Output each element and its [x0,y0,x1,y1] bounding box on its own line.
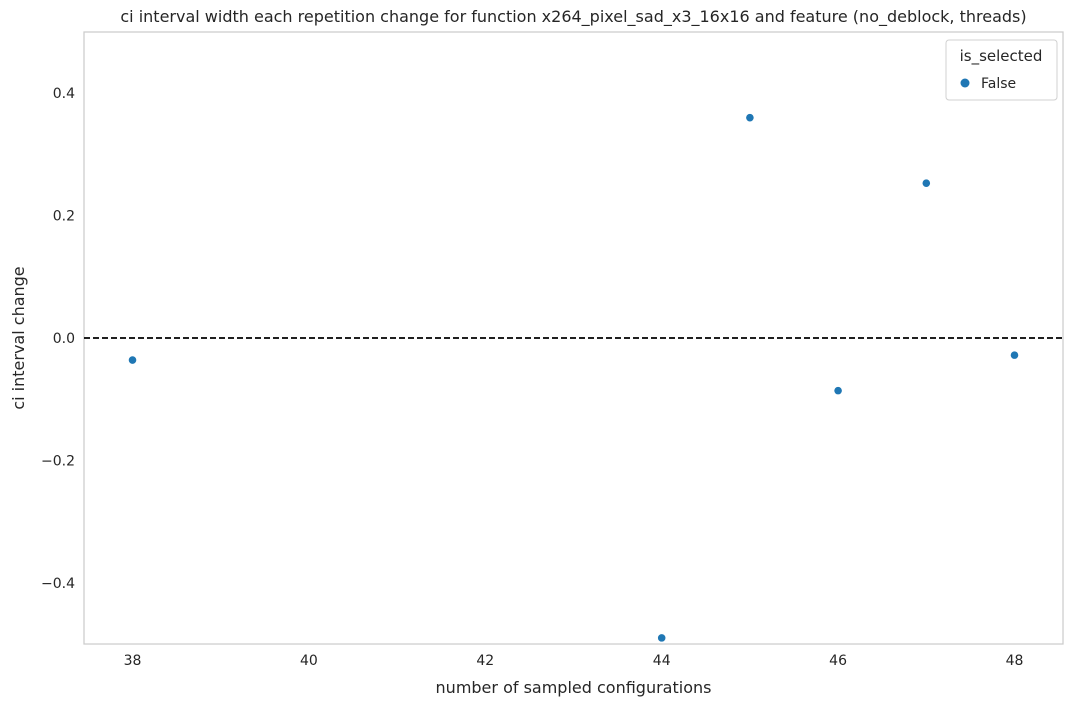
data-point [1009,350,1020,360]
legend-title: is_selected [960,47,1043,66]
x-tick-label: 42 [476,653,494,669]
legend-marker-false [960,78,970,88]
ticks-layer: 38 40 42 44 46 48 −0.4 −0.2 0.0 0.2 0.4 [41,86,1023,669]
x-tick-label: 46 [829,653,847,669]
legend: is_selected False [945,39,1058,101]
points-layer [127,113,1020,643]
y-tick-label: −0.4 [41,576,75,592]
y-tick-label: 0.4 [53,86,75,102]
x-tick-label: 38 [124,653,142,669]
y-tick-label: 0.0 [53,331,75,347]
y-tick-label: −0.2 [41,453,75,469]
x-tick-label: 40 [300,653,318,669]
x-axis-label: number of sampled configurations [436,678,712,697]
data-point [833,386,843,396]
legend-box [945,39,1058,101]
x-tick-label: 48 [1006,653,1024,669]
data-point [921,178,931,188]
legend-label-false: False [981,76,1016,92]
x-tick-label: 44 [653,653,671,669]
data-point [657,633,667,643]
data-point [745,113,755,123]
data-point [127,355,138,365]
chart-title: ci interval width each repetition change… [120,7,1026,27]
y-axis-label: ci interval change [9,266,28,409]
y-tick-label: 0.2 [53,209,75,225]
